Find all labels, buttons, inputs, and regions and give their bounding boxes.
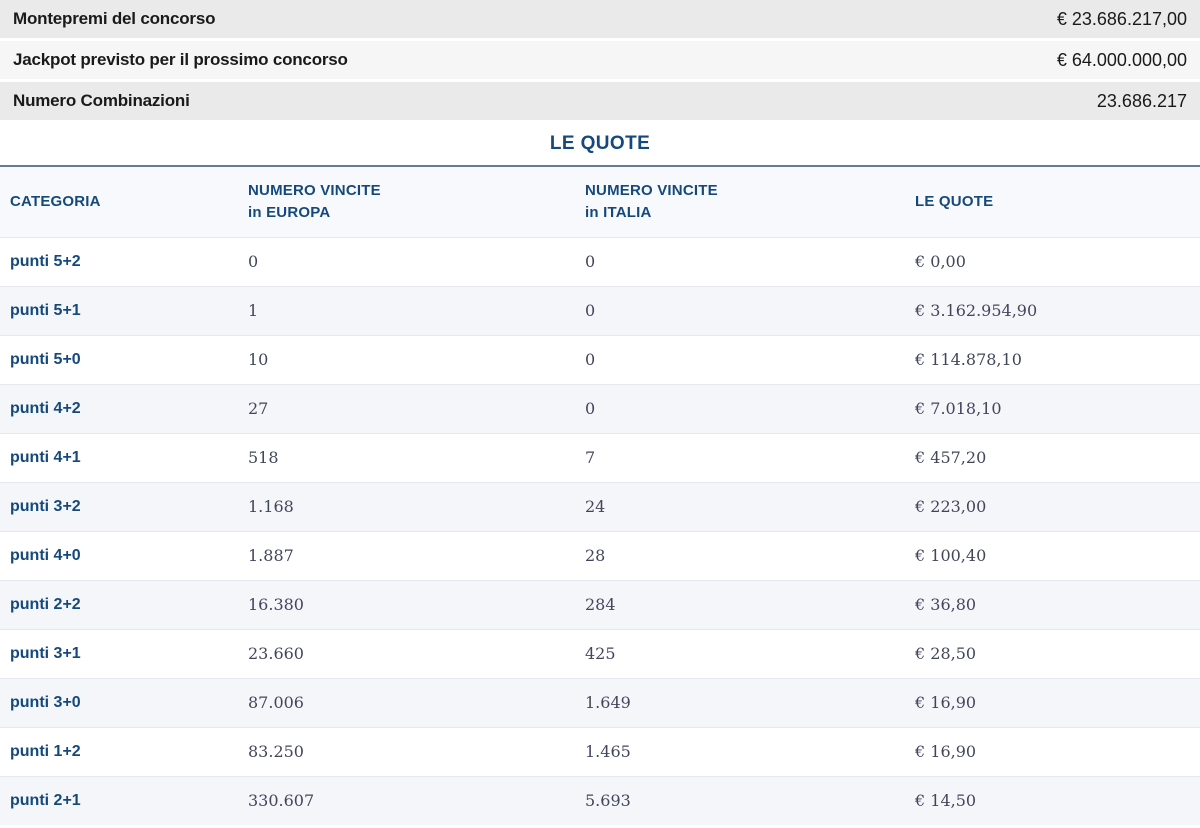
vincite-europa-cell: 87.006 xyxy=(248,693,304,712)
column-header: LE QUOTE xyxy=(915,167,1200,237)
categoria-cell: punti 3+2 xyxy=(10,497,81,515)
vincite-italia-cell: 24 xyxy=(585,497,606,516)
vincite-italia-cell: 5.693 xyxy=(585,791,631,811)
table-row: punti 3+1 23.660 425 € 28,50 xyxy=(0,629,1200,678)
table-row: punti 4+0 1.887 28 € 100,40 xyxy=(0,531,1200,580)
quota-cell: € 223,00 xyxy=(915,497,987,516)
vincite-italia-cell: 1.465 xyxy=(585,742,631,761)
table-row: punti 1+2 83.250 1.465 € 16,90 xyxy=(0,727,1200,776)
column-header-line1: NUMERO VINCITE xyxy=(585,182,718,199)
quota-cell: € 100,40 xyxy=(915,546,987,565)
column-header-line1: LE QUOTE xyxy=(915,192,994,210)
categoria-cell: punti 5+1 xyxy=(10,301,81,319)
vincite-europa-cell: 1 xyxy=(248,301,259,320)
table-row: punti 5+1 1 0 € 3.162.954,90 xyxy=(0,286,1200,335)
quote-table: CATEGORIA NUMERO VINCITE in EUROPA NUMER… xyxy=(0,167,1200,825)
column-header-line2: in EUROPA xyxy=(248,203,331,221)
vincite-italia-cell: 28 xyxy=(585,546,606,565)
vincite-europa-cell: 27 xyxy=(248,399,269,418)
quote-table-head: CATEGORIA NUMERO VINCITE in EUROPA NUMER… xyxy=(0,167,1200,237)
categoria-cell: punti 4+0 xyxy=(10,546,81,564)
column-header: CATEGORIA xyxy=(0,167,248,237)
vincite-europa-cell: 518 xyxy=(248,448,279,467)
info-row: Numero Combinazioni 23.686.217 xyxy=(0,82,1200,120)
vincite-italia-cell: 7 xyxy=(585,448,596,467)
quota-cell: € 16,90 xyxy=(915,693,977,712)
quota-cell: € 114.878,10 xyxy=(915,350,1022,369)
section-title: LE QUOTE xyxy=(549,133,651,154)
info-row: Jackpot previsto per il prossimo concors… xyxy=(0,41,1200,79)
info-row-label: Jackpot previsto per il prossimo concors… xyxy=(13,50,348,69)
vincite-europa-cell: 83.250 xyxy=(248,742,304,761)
column-header: NUMERO VINCITE in ITALIA xyxy=(585,167,915,237)
vincite-europa-cell: 330.607 xyxy=(248,791,315,811)
quota-cell: € 36,80 xyxy=(915,595,977,614)
quota-cell: € 3.162.954,90 xyxy=(915,301,1038,320)
table-row: punti 5+0 10 0 € 114.878,10 xyxy=(0,335,1200,384)
column-header-line1: NUMERO VINCITE xyxy=(248,182,381,199)
table-row: punti 3+0 87.006 1.649 € 16,90 xyxy=(0,678,1200,727)
table-row: punti 4+2 27 0 € 7.018,10 xyxy=(0,384,1200,433)
column-header-line1: CATEGORIA xyxy=(10,192,101,210)
table-row: punti 3+2 1.168 24 € 223,00 xyxy=(0,482,1200,531)
categoria-cell: punti 3+0 xyxy=(10,693,81,711)
vincite-europa-cell: 1.887 xyxy=(248,546,294,565)
vincite-europa-cell: 1.168 xyxy=(248,497,294,516)
table-row: punti 2+2 16.380 284 € 36,80 xyxy=(0,580,1200,629)
info-row-value: 23.686.217 xyxy=(1096,90,1187,111)
quota-cell: € 0,00 xyxy=(915,252,966,271)
vincite-italia-cell: 0 xyxy=(585,301,596,320)
table-row: punti 5+2 0 0 € 0,00 xyxy=(0,237,1200,286)
categoria-cell: punti 1+2 xyxy=(10,742,81,760)
table-header-row: CATEGORIA NUMERO VINCITE in EUROPA NUMER… xyxy=(0,167,1200,237)
quota-cell: € 457,20 xyxy=(915,448,987,467)
categoria-cell: punti 2+1 xyxy=(10,791,81,809)
vincite-europa-cell: 16.380 xyxy=(248,595,304,614)
info-row-label: Montepremi del concorso xyxy=(13,9,216,28)
table-row: punti 2+1 330.607 5.693 € 14,50 xyxy=(0,776,1200,825)
categoria-cell: punti 4+2 xyxy=(10,399,81,417)
categoria-cell: punti 3+1 xyxy=(10,644,81,662)
vincite-italia-cell: 284 xyxy=(585,595,616,614)
vincite-italia-cell: 0 xyxy=(585,399,596,418)
vincite-italia-cell: 425 xyxy=(585,644,616,663)
section-title-wrap: LE QUOTE xyxy=(0,123,1200,167)
info-row-label: Numero Combinazioni xyxy=(13,91,190,110)
info-row-value: € 23.686.217,00 xyxy=(1056,8,1187,29)
quota-cell: € 28,50 xyxy=(915,644,977,663)
quota-cell: € 14,50 xyxy=(915,791,977,811)
categoria-cell: punti 5+0 xyxy=(10,350,81,368)
info-row-value: € 64.000.000,00 xyxy=(1056,49,1187,70)
vincite-europa-cell: 10 xyxy=(248,350,269,369)
categoria-cell: punti 2+2 xyxy=(10,595,81,613)
vincite-europa-cell: 23.660 xyxy=(248,644,304,663)
column-header: NUMERO VINCITE in EUROPA xyxy=(248,167,585,237)
categoria-cell: punti 5+2 xyxy=(10,252,81,270)
quote-table-body: punti 5+2 0 0 € 0,00 punti 5+1 1 0 € 3.1… xyxy=(0,237,1200,825)
column-header-line2: in ITALIA xyxy=(585,203,652,221)
vincite-italia-cell: 0 xyxy=(585,252,596,271)
info-section: Montepremi del concorso € 23.686.217,00 … xyxy=(0,0,1200,120)
quota-cell: € 7.018,10 xyxy=(915,399,1002,418)
vincite-italia-cell: 1.649 xyxy=(585,693,631,712)
categoria-cell: punti 4+1 xyxy=(10,448,81,466)
table-row: punti 4+1 518 7 € 457,20 xyxy=(0,433,1200,482)
vincite-italia-cell: 0 xyxy=(585,350,596,369)
quota-cell: € 16,90 xyxy=(915,742,977,761)
vincite-europa-cell: 0 xyxy=(248,252,259,271)
info-row: Montepremi del concorso € 23.686.217,00 xyxy=(0,0,1200,38)
